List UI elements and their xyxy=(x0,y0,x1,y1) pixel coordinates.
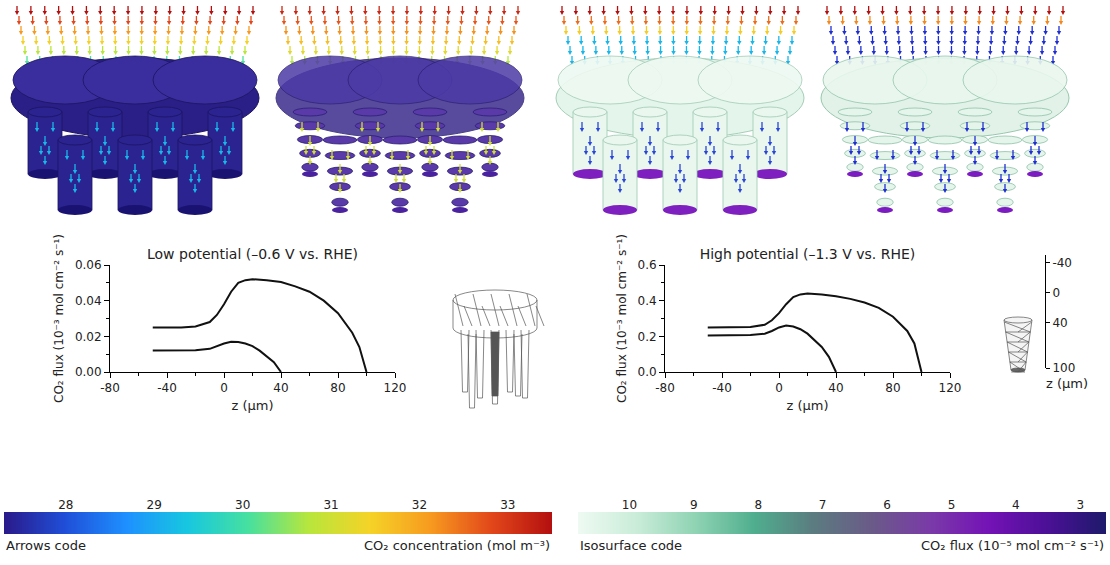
svg-text:z (μm): z (μm) xyxy=(231,398,273,413)
svg-text:80: 80 xyxy=(330,381,345,395)
svg-text:0.0: 0.0 xyxy=(638,365,657,379)
svg-text:0.02: 0.02 xyxy=(75,330,102,344)
svg-text:Low potential (–0.6 V vs. RHE): Low potential (–0.6 V vs. RHE) xyxy=(147,246,358,262)
svg-text:31: 31 xyxy=(323,498,338,512)
svg-text:40: 40 xyxy=(273,381,288,395)
svg-text:-80: -80 xyxy=(655,381,675,395)
svg-text:29: 29 xyxy=(147,498,162,512)
svg-text:30: 30 xyxy=(235,498,250,512)
svg-text:0: 0 xyxy=(220,381,228,395)
svg-text:-40: -40 xyxy=(712,381,732,395)
svg-text:100: 100 xyxy=(1052,361,1075,375)
svg-text:120: 120 xyxy=(384,381,407,395)
svg-text:120: 120 xyxy=(939,381,962,395)
svg-text:CO₂ flux (10⁻⁵ mol cm⁻² s⁻¹): CO₂ flux (10⁻⁵ mol cm⁻² s⁻¹) xyxy=(921,538,1104,553)
svg-text:-80: -80 xyxy=(100,381,120,395)
svg-text:4: 4 xyxy=(1012,498,1020,512)
svg-text:Arrows code: Arrows code xyxy=(6,538,86,553)
svg-text:10: 10 xyxy=(622,498,637,512)
svg-text:0: 0 xyxy=(1052,286,1060,300)
svg-text:9: 9 xyxy=(690,498,698,512)
svg-text:-40: -40 xyxy=(157,381,177,395)
svg-text:5: 5 xyxy=(948,498,956,512)
svg-text:CO₂ flux (10⁻³ mol cm⁻² s⁻¹): CO₂ flux (10⁻³ mol cm⁻² s⁻¹) xyxy=(52,234,66,403)
svg-text:0.6: 0.6 xyxy=(638,258,657,272)
svg-text:80: 80 xyxy=(885,381,900,395)
svg-text:40: 40 xyxy=(828,381,843,395)
svg-text:z (μm): z (μm) xyxy=(786,398,828,413)
svg-text:0.4: 0.4 xyxy=(638,294,657,308)
svg-text:3: 3 xyxy=(1076,498,1084,512)
svg-text:0.04: 0.04 xyxy=(75,294,102,308)
svg-text:33: 33 xyxy=(500,498,515,512)
svg-text:0.2: 0.2 xyxy=(638,330,657,344)
svg-text:CO₂ concentration (mol m⁻³): CO₂ concentration (mol m⁻³) xyxy=(364,538,550,553)
svg-text:-40: -40 xyxy=(1052,256,1072,270)
svg-text:0: 0 xyxy=(775,381,783,395)
svg-text:z (μm): z (μm) xyxy=(1046,376,1088,391)
svg-text:0.00: 0.00 xyxy=(75,365,102,379)
svg-text:CO₂ flux (10⁻³ mol cm⁻² s⁻¹): CO₂ flux (10⁻³ mol cm⁻² s⁻¹) xyxy=(615,234,629,403)
svg-text:6: 6 xyxy=(883,498,891,512)
svg-text:0.06: 0.06 xyxy=(75,258,102,272)
svg-text:8: 8 xyxy=(754,498,762,512)
svg-text:32: 32 xyxy=(412,498,427,512)
svg-text:40: 40 xyxy=(1052,316,1067,330)
svg-text:Isosurface code: Isosurface code xyxy=(580,538,682,553)
svg-text:7: 7 xyxy=(819,498,827,512)
svg-text:High potential (–1.3 V vs. RHE: High potential (–1.3 V vs. RHE) xyxy=(700,246,916,262)
svg-text:28: 28 xyxy=(58,498,73,512)
